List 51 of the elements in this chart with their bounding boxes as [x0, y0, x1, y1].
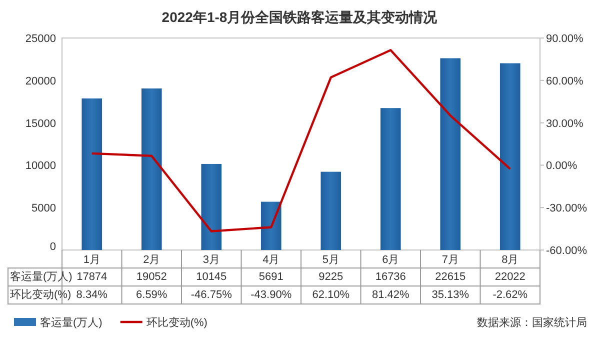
data-label: -46.75%: [190, 289, 232, 301]
data-label: 19052: [136, 271, 167, 283]
bar: [320, 172, 342, 250]
y2-tick-label: -60.00%: [546, 245, 588, 257]
x-tick-label: 3月: [202, 254, 220, 266]
y2-tick-label: 30.00%: [546, 118, 584, 130]
data-label: 9225: [318, 271, 344, 283]
bar: [440, 58, 461, 250]
x-tick-label: 1月: [83, 254, 100, 266]
x-tick-label: 6月: [382, 254, 400, 266]
source-note: 数据来源：国家统计局: [477, 316, 587, 329]
y-tick-label: 25000: [25, 33, 56, 45]
legend-label: 环比变动(%): [146, 316, 208, 329]
y-tick-label: 15000: [25, 118, 56, 130]
data-label: 81.42%: [372, 289, 410, 301]
y-tick-label: 5000: [32, 202, 56, 215]
data-label: 17874: [76, 271, 108, 283]
data-label: 35.13%: [432, 289, 470, 301]
legend-label: 客运量(万人): [40, 316, 102, 329]
x-tick-label: 7月: [442, 254, 459, 266]
data-label: -43.90%: [250, 289, 292, 301]
x-tick-label: 4月: [262, 254, 280, 266]
text: 环比变动(%): [10, 289, 72, 301]
data-label: -2.62%: [492, 289, 528, 301]
bar: [201, 164, 222, 250]
y2-tick-label: -30.00%: [546, 202, 588, 215]
bar: [500, 63, 520, 250]
x-tick-label: 8月: [502, 254, 519, 266]
y2-tick-label: 90.00%: [546, 33, 584, 45]
data-label: 6.59%: [136, 289, 168, 301]
data-label: 5691: [258, 271, 284, 283]
data-label: 62.10%: [312, 289, 350, 301]
data-label: 16736: [375, 271, 406, 283]
data-label: 22615: [435, 271, 466, 283]
y2-tick-label: 60.00%: [546, 75, 584, 88]
data-label: 22022: [494, 271, 526, 283]
bar: [141, 88, 162, 250]
x-tick-label: 2月: [143, 254, 160, 266]
bar: [260, 202, 282, 250]
bar: [82, 98, 102, 250]
data-label: 10145: [196, 271, 227, 283]
y2-tick-label: 0.00%: [546, 160, 578, 172]
chart-title: 2022年1-8月份全国铁路客运量及其变动情况: [162, 9, 438, 25]
text: 客运量(万人): [10, 271, 72, 283]
y-tick-label: 20000: [25, 75, 56, 88]
line-series: [90, 49, 512, 232]
x-tick-label: 5月: [322, 254, 340, 266]
y-tick-label: 10000: [25, 160, 56, 172]
bar: [380, 108, 401, 250]
data-label: 8.34%: [76, 289, 108, 301]
y-tick-label: 0: [50, 241, 56, 253]
